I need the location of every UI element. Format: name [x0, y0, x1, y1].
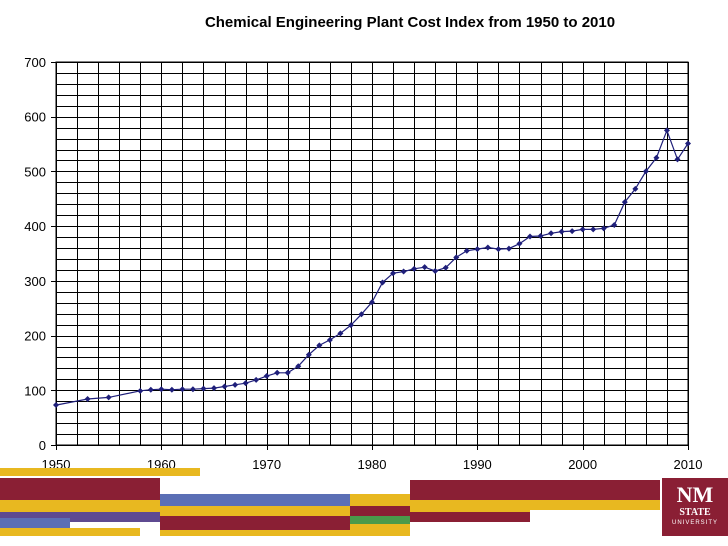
footer-band	[0, 468, 200, 476]
data-point	[158, 386, 165, 393]
footer-band	[350, 516, 410, 524]
data-point	[221, 383, 228, 390]
data-point	[84, 396, 91, 403]
data-point	[326, 336, 333, 343]
data-point	[527, 233, 533, 240]
data-point	[168, 386, 175, 393]
data-point	[369, 299, 375, 306]
data-point	[347, 322, 354, 329]
data-point	[653, 154, 660, 161]
footer-band	[530, 500, 660, 510]
data-point	[316, 342, 323, 349]
y-tick-label: 500	[24, 164, 46, 179]
data-point	[147, 386, 154, 393]
nm-state-logo: NM STATE UNIVERSITY	[662, 478, 728, 536]
data-point	[200, 385, 207, 392]
data-point	[495, 246, 502, 253]
data-point	[453, 254, 460, 261]
data-point	[253, 376, 260, 383]
data-point	[569, 228, 576, 235]
footer-band	[410, 480, 660, 500]
footer-band	[410, 512, 530, 522]
footer-band	[160, 530, 350, 536]
data-point	[579, 226, 586, 233]
footer-band	[0, 478, 160, 500]
data-point	[421, 264, 428, 271]
y-tick-label: 0	[39, 438, 46, 453]
data-point	[611, 222, 618, 229]
y-tick-label: 700	[24, 55, 46, 70]
data-point	[537, 232, 544, 239]
data-point	[632, 185, 639, 192]
logo-text-sub: UNIVERSITY	[671, 520, 718, 526]
y-tick-label: 300	[24, 274, 46, 289]
data-point	[463, 247, 470, 254]
data-point	[621, 199, 628, 206]
data-point	[390, 270, 397, 277]
footer-band	[350, 506, 410, 516]
footer-band	[350, 494, 410, 506]
data-point	[295, 363, 302, 370]
data-point	[274, 369, 281, 376]
y-tick-label: 200	[24, 329, 46, 344]
footer-band	[0, 500, 160, 512]
x-tick-label: 1980	[358, 457, 387, 472]
chart-series	[53, 127, 691, 409]
data-point	[53, 402, 59, 409]
logo-text-top: NM	[676, 482, 714, 507]
x-tick-label: 1990	[463, 457, 492, 472]
logo-text-bottom: STATE	[679, 507, 711, 518]
footer-band	[160, 494, 350, 506]
data-point	[189, 386, 196, 393]
data-point	[674, 156, 681, 163]
data-point	[337, 330, 344, 337]
data-point	[305, 351, 312, 358]
data-point	[400, 268, 407, 275]
data-point	[484, 244, 491, 251]
footer-band	[0, 528, 140, 536]
chart-grid	[55, 61, 689, 446]
footer-band	[350, 524, 410, 536]
data-point	[379, 279, 386, 286]
x-tick-label: 2010	[674, 457, 703, 472]
data-point	[558, 228, 565, 235]
data-point	[211, 385, 217, 392]
data-point	[242, 380, 249, 387]
footer-band	[160, 516, 350, 530]
data-point	[179, 386, 186, 393]
data-point	[600, 225, 607, 232]
data-point	[411, 265, 418, 272]
data-point	[263, 373, 270, 380]
data-point	[232, 381, 239, 388]
x-tick-label: 2000	[568, 457, 597, 472]
data-point	[663, 127, 670, 134]
data-point	[105, 394, 112, 401]
data-point	[442, 264, 449, 271]
data-point	[474, 246, 481, 253]
footer-band	[0, 512, 160, 522]
x-tick-label: 1970	[252, 457, 281, 472]
data-point	[516, 240, 523, 247]
data-point	[685, 140, 691, 147]
data-point	[548, 230, 555, 237]
y-tick-label: 600	[24, 110, 46, 125]
y-tick-label: 100	[24, 383, 46, 398]
data-point	[284, 369, 291, 376]
footer-band	[0, 518, 70, 528]
data-point	[432, 268, 439, 275]
data-point	[642, 168, 649, 175]
footer-band	[410, 500, 530, 512]
footer-band	[160, 506, 350, 516]
data-point	[358, 311, 365, 318]
y-tick-label: 400	[24, 219, 46, 234]
data-point	[590, 226, 597, 233]
data-point	[137, 387, 144, 394]
chart-title: Chemical Engineering Plant Cost Index fr…	[205, 14, 615, 31]
data-point	[505, 245, 512, 252]
